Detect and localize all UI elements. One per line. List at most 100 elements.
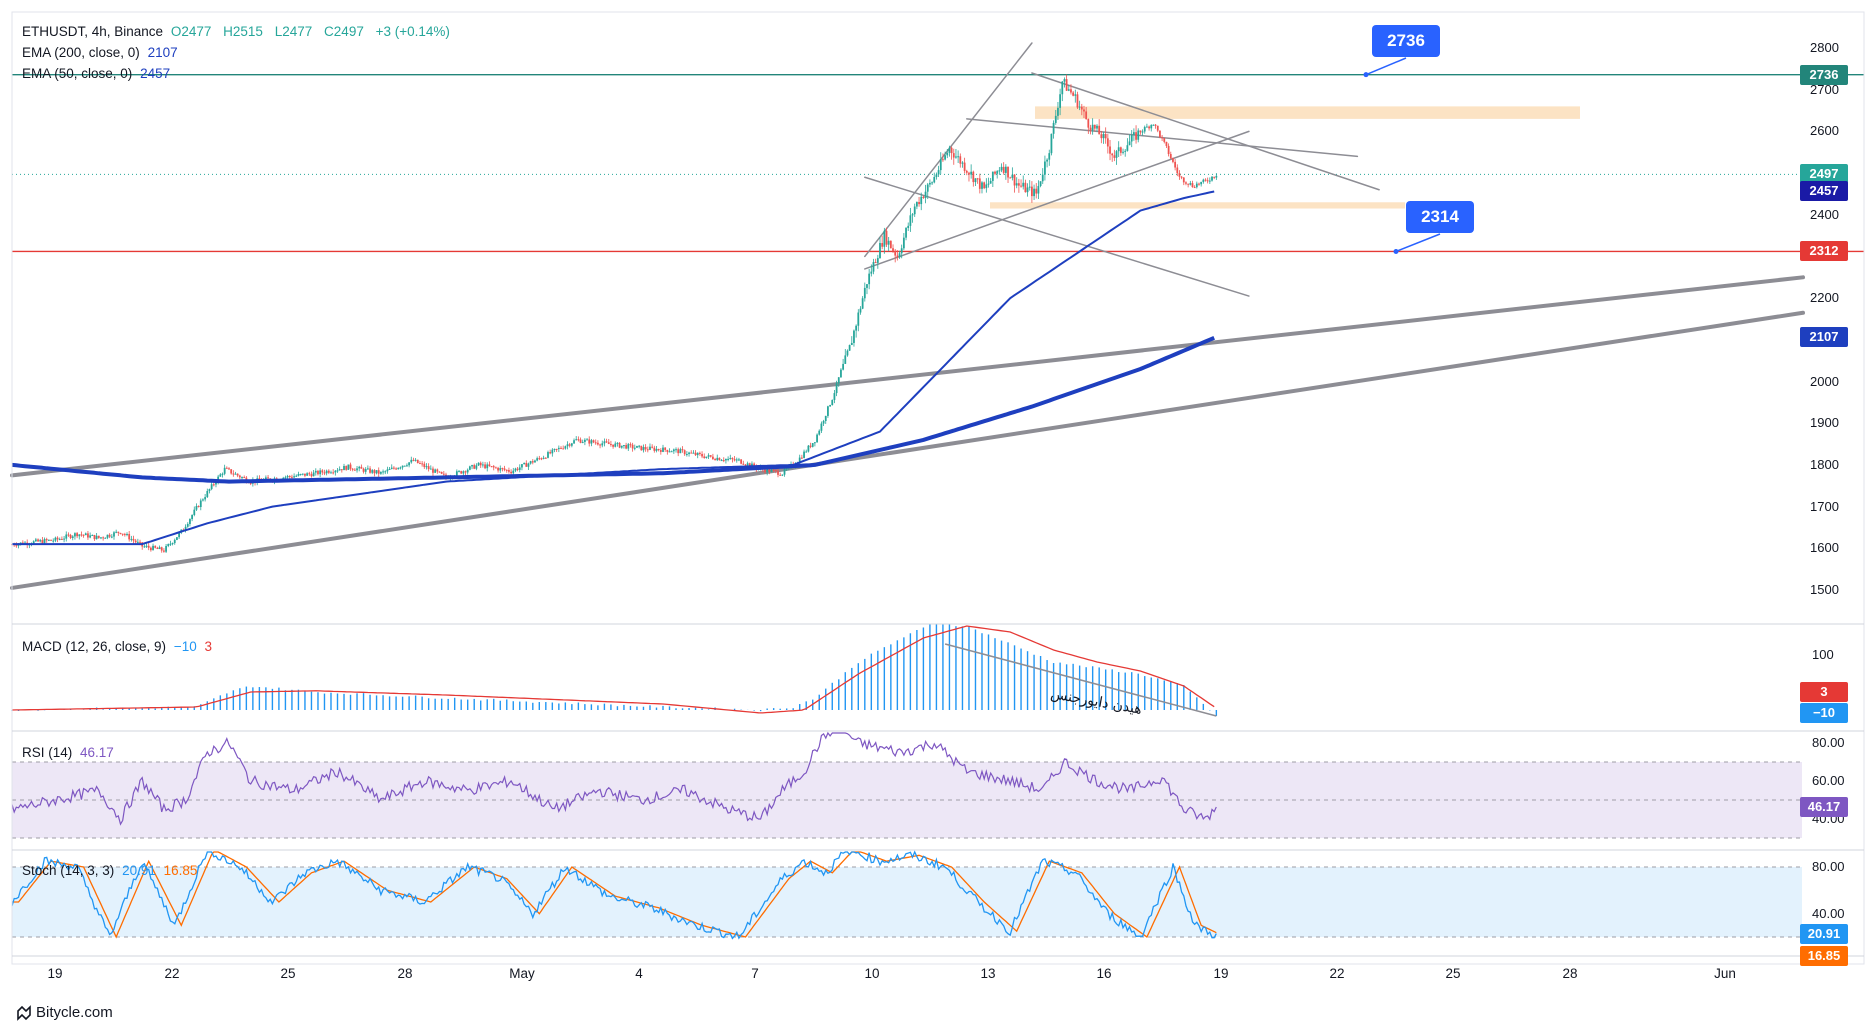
candle-body	[989, 180, 992, 184]
candle-body	[625, 445, 628, 449]
candle-body	[701, 454, 703, 457]
candle-body	[592, 440, 595, 443]
candle-body	[820, 423, 823, 431]
candle-body	[549, 452, 552, 454]
candle-body	[43, 539, 46, 544]
candle-body	[466, 469, 469, 473]
candle-body	[412, 459, 415, 461]
candle-body	[84, 533, 87, 536]
candle-body	[1213, 176, 1216, 178]
candle-body	[646, 449, 649, 451]
candle-body	[1180, 176, 1183, 178]
candle-body	[1115, 151, 1118, 158]
candle-body	[117, 531, 120, 533]
candle-body	[1028, 186, 1031, 188]
candle-body	[753, 463, 756, 467]
candle-body	[599, 444, 601, 446]
candle-body	[809, 445, 812, 447]
candle-body	[829, 405, 831, 407]
candle-body	[666, 449, 669, 452]
candle-body	[319, 470, 322, 475]
candle-body	[1076, 94, 1079, 108]
x-tick-label: 19	[47, 966, 63, 981]
candle-body	[1163, 138, 1166, 142]
candle-body	[560, 447, 562, 449]
candle-body	[130, 538, 133, 540]
candle-body	[37, 539, 39, 542]
candle-body	[833, 393, 836, 400]
candle-body	[241, 477, 243, 479]
candle-body	[1109, 146, 1111, 154]
candle-body	[149, 547, 152, 551]
candle-body	[1172, 158, 1174, 162]
candle-body	[542, 457, 545, 459]
macd-legend: MACD (12, 26, close, 9) −10 3	[22, 639, 216, 655]
candle-body	[336, 470, 339, 472]
candle-body	[961, 162, 964, 164]
macd-label: MACD (12, 26, close, 9)	[22, 639, 167, 654]
candle-body	[824, 415, 827, 422]
candle-body	[343, 465, 345, 471]
candle-body	[50, 539, 52, 541]
x-tick-label: 16	[1096, 966, 1112, 981]
candle-body	[171, 543, 174, 545]
candle-body	[590, 440, 593, 444]
rsi-tick-label: 60.00	[1812, 773, 1845, 788]
candle-body	[627, 444, 630, 449]
candle-body	[642, 447, 645, 451]
callout-pointer-2314	[1395, 233, 1441, 253]
candle-body	[406, 465, 408, 467]
candle-body	[32, 541, 35, 544]
candle-body	[623, 445, 625, 447]
candle-body	[393, 467, 395, 469]
candle-body	[421, 463, 424, 465]
candle-body	[774, 470, 777, 472]
candle-body	[768, 468, 771, 473]
candle-body	[1050, 133, 1053, 154]
candle-body	[844, 355, 847, 364]
candle-body	[1093, 124, 1096, 129]
stoch-band	[12, 867, 1802, 937]
candle-body	[1046, 159, 1048, 162]
candle-body	[942, 159, 944, 161]
candle-body	[712, 456, 714, 460]
candle-body	[709, 455, 712, 457]
candle-body	[1083, 109, 1085, 112]
candle-body	[132, 538, 135, 541]
candle-body	[536, 458, 539, 461]
candle-body	[65, 534, 68, 539]
candle-body	[143, 546, 146, 548]
candle-body	[740, 459, 743, 464]
macd-tick-label: 100	[1812, 647, 1834, 662]
ema-line-1	[12, 190, 1215, 546]
brand-footer[interactable]: Bitycle.com	[16, 1004, 113, 1021]
candle-body	[1004, 166, 1007, 173]
candle-body	[863, 287, 866, 299]
candle-body	[662, 447, 664, 452]
candle-body	[935, 174, 938, 177]
candle-body	[1154, 124, 1157, 126]
candle-body	[855, 325, 858, 331]
candle-body	[1128, 141, 1131, 146]
candle-body	[575, 439, 578, 441]
candle-body	[1074, 94, 1077, 96]
candle-body	[423, 463, 426, 468]
macd-signal-line	[11, 625, 1215, 714]
candle-body	[288, 476, 291, 478]
candle-body	[399, 467, 402, 469]
candle-body	[1059, 94, 1062, 108]
candle-body	[659, 450, 662, 452]
demand-zone	[990, 202, 1405, 209]
candle-body	[931, 182, 933, 184]
candle-body	[80, 534, 83, 536]
candle-body	[338, 469, 341, 471]
candle-body	[408, 462, 411, 466]
candle-body	[186, 523, 189, 527]
x-tick-label: 22	[1329, 966, 1345, 981]
rsi-tick-label: 80.00	[1812, 735, 1845, 750]
y-tick-label: 1700	[1810, 498, 1839, 514]
candle-body	[696, 452, 699, 456]
candle-body	[1178, 173, 1181, 177]
candle-body	[974, 178, 977, 183]
candle-body	[957, 156, 960, 158]
